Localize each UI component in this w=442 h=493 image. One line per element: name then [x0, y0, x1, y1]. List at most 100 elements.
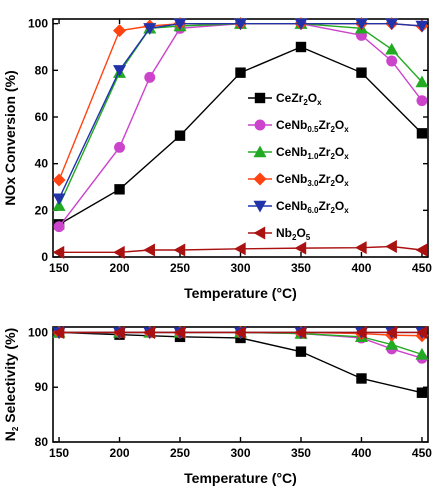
legend-label-cezr2ox: CeZr2Ox — [276, 91, 322, 107]
data-point-cenb6-0zr2ox-400 — [354, 18, 368, 31]
legend-label-cenb6-0zr2ox: CeNb6.0Zr2Ox — [276, 199, 349, 215]
text-part: Nb — [276, 226, 292, 240]
y-tick-label: 80 — [35, 63, 49, 77]
series-line-cenb0-5zr2ox — [58, 22, 423, 228]
data-point-cezr2ox-300 — [235, 67, 246, 78]
data-point-nb2o5-150 — [52, 325, 65, 339]
x-tick-label: 150 — [49, 261, 69, 275]
y-tick-label: 100 — [28, 325, 48, 339]
y-axis-title: NOx Conversion (%) — [2, 70, 18, 205]
subscript: 2 — [330, 206, 335, 215]
x-tick-label: 200 — [110, 261, 130, 275]
series-cezr2ox — [53, 41, 428, 230]
y-tick-label: 40 — [35, 157, 49, 171]
y-tick-label: 90 — [35, 380, 49, 394]
data-point-nb2o5-250 — [173, 243, 186, 257]
data-point-cenb0-5zr2ox-225 — [144, 71, 156, 83]
y-tick-label: 0 — [41, 250, 48, 264]
data-point-cezr2ox-400 — [356, 373, 367, 384]
data-point-cenb0-5zr2ox-200 — [114, 141, 125, 153]
legend-label-cenb1-0zr2ox: CeNb1.0Zr2Ox — [276, 145, 349, 161]
series-line-cenb1-0zr2ox — [58, 22, 423, 206]
data-point-cezr2ox-450 — [416, 128, 428, 139]
legend-marker-cenb1-0zr2ox — [253, 145, 267, 158]
x-tick-label: 200 — [110, 446, 130, 460]
data-point-cenb1-0zr2ox-425 — [385, 338, 399, 350]
y-tick-label: 60 — [35, 110, 49, 124]
data-point-cenb6-0zr2ox-250 — [173, 18, 187, 31]
text-part: Zr — [318, 145, 330, 159]
legend-marker-cenb6-0zr2ox — [253, 200, 267, 213]
data-point-nb2o5-350 — [294, 241, 307, 255]
x-axis-title: Temperature (°C) — [184, 285, 297, 301]
series-line-cenb3-0zr2ox — [58, 22, 423, 181]
legend-label-cenb0-5zr2ox: CeNb0.5Zr2Ox — [276, 118, 349, 134]
plot-frame — [52, 326, 429, 443]
data-point-cenb1-0zr2ox-450 — [415, 75, 429, 88]
data-point-nb2o5-400 — [354, 325, 367, 339]
data-point-cezr2ox-200 — [114, 184, 125, 195]
y-tick-label: 100 — [28, 17, 48, 31]
text-part: N — [2, 431, 18, 441]
data-point-cezr2ox-250 — [174, 130, 186, 141]
subscript: x — [317, 98, 322, 107]
legend-marker-cenb3-0zr2ox — [253, 172, 267, 186]
y-tick-label: 20 — [35, 203, 49, 217]
text-part: O — [335, 145, 344, 159]
series-nb2o5 — [52, 325, 428, 339]
data-point-cenb0-5zr2ox-150 — [53, 221, 65, 233]
series-cenb6-0zr2ox — [52, 18, 429, 206]
data-point-cenb6-0zr2ox-300 — [234, 18, 247, 31]
text-part: O — [335, 199, 344, 213]
y-axis-title: N2 Selectivity (%) — [2, 328, 20, 441]
subscript: 1.0 — [307, 152, 319, 161]
data-point-cenb0-5zr2ox-425 — [386, 55, 398, 67]
text-part: Zr — [318, 118, 330, 132]
series-cenb1-0zr2ox — [52, 17, 429, 211]
data-point-nb2o5-225 — [143, 325, 155, 339]
subscript: 2 — [292, 233, 297, 242]
text-part: O — [335, 172, 344, 186]
x-tick-label: 250 — [170, 261, 190, 275]
x-tick-label: 300 — [230, 446, 250, 460]
data-point-cenb6-0zr2ox-350 — [294, 18, 308, 31]
data-point-cenb6-0zr2ox-225 — [143, 23, 157, 35]
subscript: x — [344, 179, 349, 188]
data-point-nb2o5-400 — [354, 241, 367, 255]
series-nb2o5 — [52, 240, 428, 259]
x-tick-label: 350 — [291, 261, 311, 275]
legend-marker-nb2o5 — [253, 226, 266, 240]
n2-selectivity-panel: 150 200 250 300 350 400 450 80 90 100 Temperature … — [2, 325, 432, 486]
text-part: Selectivity (%) — [2, 328, 18, 427]
text-part: O — [335, 118, 344, 132]
y-tick-label: 80 — [35, 435, 49, 449]
subscript: 5 — [306, 233, 311, 242]
subscript: x — [344, 125, 349, 134]
text-part: O — [296, 226, 305, 240]
text-part: CeNb — [276, 118, 307, 132]
text-part: O — [308, 91, 317, 105]
subscript: 0.5 — [307, 125, 319, 134]
x-tick-label: 400 — [351, 261, 371, 275]
subscript: x — [344, 206, 349, 215]
legend-marker-cezr2ox — [254, 92, 266, 104]
data-point-nb2o5-350 — [294, 325, 307, 339]
legend: CeZr2OxCeNb0.5Zr2OxCeNb1.0Zr2OxCeNb3.0Zr… — [248, 91, 349, 242]
series-cenb0-5zr2ox — [53, 18, 428, 233]
legend-marker-cenb0-5zr2ox — [254, 119, 266, 131]
data-point-cenb3-0zr2ox-200 — [113, 24, 127, 38]
data-point-cenb3-0zr2ox-150 — [52, 173, 66, 187]
x-tick-label: 150 — [49, 446, 69, 460]
data-point-cenb0-5zr2ox-450 — [416, 95, 428, 107]
data-point-nb2o5-150 — [52, 245, 65, 259]
data-point-cenb1-0zr2ox-425 — [385, 42, 399, 55]
subscript: x — [344, 152, 349, 161]
series-line-cenb6-0zr2ox — [58, 22, 423, 199]
data-point-cezr2ox-350 — [295, 41, 307, 53]
data-point-nb2o5-200 — [113, 325, 125, 339]
text-part: CeNb — [276, 199, 307, 213]
x-tick-label: 300 — [230, 261, 250, 275]
subscript: 2 — [330, 125, 335, 134]
text-part: CeNb — [276, 172, 307, 186]
